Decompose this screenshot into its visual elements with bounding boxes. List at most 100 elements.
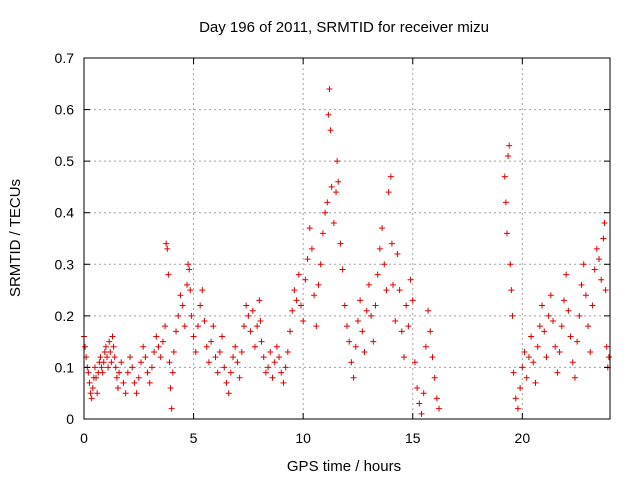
data-point — [431, 374, 438, 381]
data-point — [144, 369, 151, 376]
data-point — [135, 374, 142, 381]
data-point — [407, 276, 414, 283]
data-point — [509, 312, 516, 319]
data-point — [293, 297, 300, 304]
x-tick-label: 20 — [515, 430, 531, 446]
data-point — [576, 312, 583, 319]
data-point — [258, 338, 265, 345]
data-point — [536, 323, 543, 330]
data-point — [560, 297, 567, 304]
y-tick-label: 0.7 — [55, 50, 75, 66]
data-point — [105, 364, 112, 371]
data-point — [122, 390, 129, 397]
data-point — [339, 266, 346, 273]
data-point — [114, 385, 121, 392]
data-point — [157, 354, 164, 361]
data-point — [302, 276, 309, 283]
data-point — [578, 281, 585, 288]
data-point — [208, 338, 215, 345]
data-point — [167, 385, 174, 392]
data-point — [216, 348, 223, 355]
plot-frame — [83, 57, 611, 420]
data-point — [170, 348, 177, 355]
data-point — [106, 338, 113, 345]
data-point — [276, 354, 283, 361]
data-point — [574, 338, 581, 345]
data-point — [127, 354, 134, 361]
data-point — [247, 328, 254, 335]
y-tick-label: 0.5 — [55, 153, 75, 169]
data-point — [267, 348, 274, 355]
data-point — [112, 364, 119, 371]
data-point — [359, 328, 366, 335]
data-point — [98, 364, 105, 371]
data-point — [502, 199, 509, 206]
data-point — [203, 343, 210, 350]
data-point — [124, 369, 131, 376]
data-point — [142, 354, 149, 361]
data-point — [427, 328, 434, 335]
data-point — [89, 385, 96, 392]
data-point — [251, 343, 258, 350]
data-point — [501, 173, 508, 180]
data-point — [372, 302, 379, 309]
data-point — [565, 307, 572, 314]
data-point — [510, 369, 517, 376]
data-point — [365, 281, 372, 288]
data-point — [605, 354, 612, 361]
data-point — [249, 307, 256, 314]
data-point — [168, 405, 175, 412]
data-point — [210, 323, 217, 330]
data-point — [403, 302, 410, 309]
data-point — [539, 302, 546, 309]
data-point — [368, 312, 375, 319]
data-point — [334, 158, 341, 165]
data-point — [94, 390, 101, 397]
data-point — [363, 307, 370, 314]
data-point — [282, 364, 289, 371]
data-point — [225, 390, 232, 397]
data-point — [100, 359, 107, 366]
data-point — [87, 390, 94, 397]
data-point — [328, 183, 335, 190]
grid-lines — [84, 58, 610, 419]
data-point — [110, 343, 117, 350]
data-point — [337, 240, 344, 247]
data-point — [120, 379, 127, 386]
data-point — [324, 199, 331, 206]
data-point — [153, 333, 160, 340]
data-points — [81, 85, 612, 417]
data-point — [392, 318, 399, 325]
data-point — [232, 343, 239, 350]
data-point — [129, 364, 136, 371]
data-point — [411, 359, 418, 366]
data-point — [214, 369, 221, 376]
data-point — [383, 287, 390, 294]
data-point — [146, 379, 153, 386]
data-point — [580, 261, 587, 268]
data-point — [317, 261, 324, 268]
data-point — [350, 374, 357, 381]
data-point — [230, 354, 237, 361]
data-point — [164, 245, 171, 252]
data-point — [162, 323, 169, 330]
data-point — [521, 348, 528, 355]
data-point — [387, 173, 394, 180]
data-point — [179, 302, 186, 309]
data-point — [361, 348, 368, 355]
data-point — [169, 369, 176, 376]
data-point — [190, 333, 197, 340]
data-point — [374, 271, 381, 278]
data-point — [525, 354, 532, 361]
data-point — [273, 343, 280, 350]
data-point — [260, 354, 267, 361]
x-tick-label: 10 — [295, 430, 311, 446]
data-point — [505, 152, 512, 159]
data-point — [88, 395, 95, 402]
data-point — [601, 220, 608, 227]
data-point — [257, 318, 264, 325]
data-point — [133, 390, 140, 397]
data-point — [91, 364, 98, 371]
data-point — [223, 379, 230, 386]
data-point — [234, 359, 241, 366]
